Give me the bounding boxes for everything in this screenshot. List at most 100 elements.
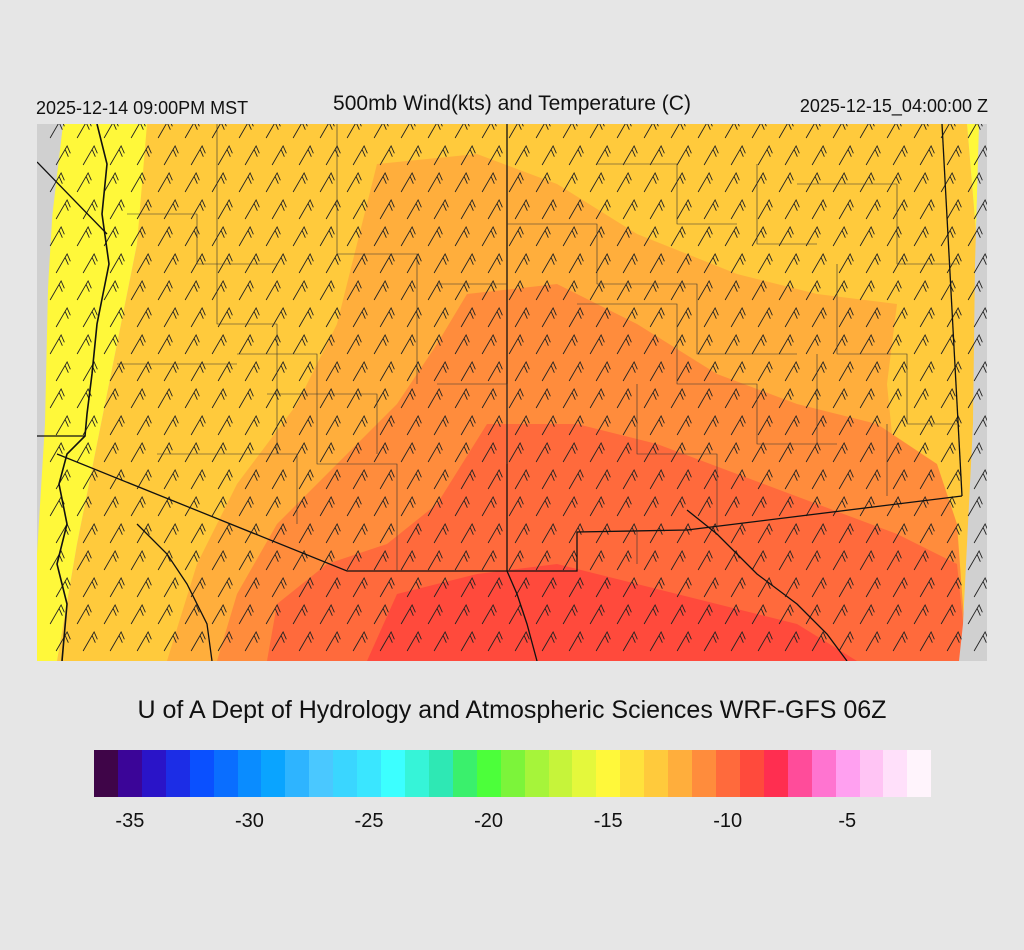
wind-barb — [670, 441, 686, 463]
wind-barb — [49, 441, 65, 463]
wind-barb — [832, 387, 848, 409]
wind-barb — [622, 144, 638, 166]
wind-barb — [265, 603, 281, 625]
border-mexico-arizona — [56, 453, 507, 572]
wind-barb — [319, 603, 335, 625]
wind-barb — [643, 495, 659, 517]
wind-barb — [670, 279, 686, 301]
wind-barb — [919, 306, 935, 328]
wind-barb — [460, 252, 476, 274]
wind-barb — [832, 441, 848, 463]
wind-barb — [109, 306, 125, 328]
wind-barb — [163, 306, 179, 328]
wind-barb — [346, 225, 362, 247]
river-sonora — [506, 570, 538, 661]
wind-barb — [757, 198, 773, 220]
wind-barb — [211, 549, 227, 571]
wind-barb — [676, 360, 692, 382]
wind-barb — [865, 144, 881, 166]
colorbar-swatch — [596, 750, 621, 797]
wind-barb — [892, 306, 908, 328]
wind-barb — [568, 360, 584, 382]
wind-barb — [298, 198, 314, 220]
wind-barb — [595, 252, 611, 274]
wind-barb — [670, 495, 686, 517]
wind-barb — [724, 279, 740, 301]
wind-barb — [265, 225, 281, 247]
wind-barb — [49, 124, 65, 139]
wind-barb — [244, 144, 260, 166]
wind-barb — [913, 171, 929, 193]
wind-barb — [514, 360, 530, 382]
wind-barb — [238, 549, 254, 571]
wind-barb — [730, 306, 746, 328]
wind-barb — [649, 252, 665, 274]
wind-barb — [784, 360, 800, 382]
temp-zone-hottest — [367, 564, 857, 661]
wind-barb — [244, 630, 260, 652]
wind-barb — [487, 414, 503, 436]
wind-barb — [832, 549, 848, 571]
wind-barb — [163, 576, 179, 598]
wind-barb — [643, 441, 659, 463]
wind-barb — [163, 360, 179, 382]
wind-barb — [109, 576, 125, 598]
wind-barb — [811, 522, 827, 544]
wind-barb — [352, 468, 368, 490]
wind-barb — [298, 576, 314, 598]
rio-grande — [686, 509, 848, 661]
wind-barb — [859, 171, 875, 193]
wind-barb — [109, 630, 125, 652]
wind-barb — [535, 387, 551, 409]
colorbar-swatch — [237, 750, 262, 797]
wind-barb — [724, 225, 740, 247]
wind-barb — [805, 333, 821, 355]
wind-barb — [271, 360, 287, 382]
wind-barb — [859, 333, 875, 355]
wind-barb — [751, 441, 767, 463]
wind-barb — [211, 333, 227, 355]
wind-barb — [751, 333, 767, 355]
wind-barb — [616, 441, 632, 463]
wind-barb — [454, 387, 470, 409]
valid-time-label: 2025-12-15_04:00:00 Z — [799, 96, 988, 116]
wind-barb — [460, 522, 476, 544]
wind-barb — [886, 171, 902, 193]
wind-barb — [76, 441, 92, 463]
wind-barb — [55, 252, 71, 274]
wind-barb — [535, 441, 551, 463]
wind-barb — [730, 198, 746, 220]
colorbar-swatch — [141, 750, 166, 797]
wind-barb — [724, 333, 740, 355]
wind-barb — [865, 198, 881, 220]
wind-barb — [190, 576, 206, 598]
wind-barb — [379, 630, 395, 652]
wind-barb — [406, 576, 422, 598]
wind-barb — [973, 360, 987, 382]
wind-barb — [136, 414, 152, 436]
wind-barb — [859, 441, 875, 463]
wind-barb — [703, 306, 719, 328]
wind-barb — [541, 198, 557, 220]
wind-barb — [508, 333, 524, 355]
wind-barb — [649, 414, 665, 436]
wind-barb — [811, 630, 827, 652]
wind-barb — [400, 171, 416, 193]
colorbar-swatch — [333, 750, 358, 797]
wind-barb — [589, 495, 605, 517]
wind-barb — [400, 225, 416, 247]
wind-barb — [103, 495, 119, 517]
wind-barb — [562, 495, 578, 517]
wind-barb — [703, 414, 719, 436]
wind-barb — [217, 630, 233, 652]
wind-barb — [595, 414, 611, 436]
wind-barb — [292, 124, 308, 139]
wind-barb — [940, 225, 956, 247]
colorbar-swatch — [644, 750, 669, 797]
wind-barb — [562, 333, 578, 355]
wind-barb — [784, 306, 800, 328]
wind-barb — [676, 252, 692, 274]
wind-barb — [244, 576, 260, 598]
wind-barb — [406, 306, 422, 328]
wind-barb — [676, 522, 692, 544]
